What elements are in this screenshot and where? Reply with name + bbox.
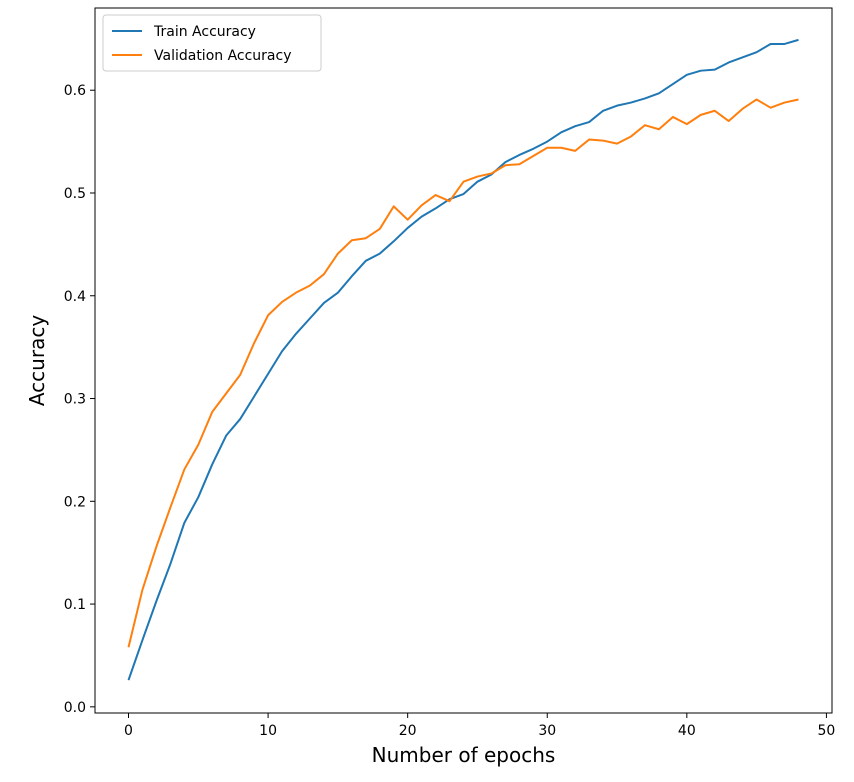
y-tick-label: 0.2: [64, 494, 86, 510]
y-tick-label: 0.1: [64, 597, 86, 613]
y-axis-ticks: 0.0 0.1 0.2 0.3 0.4 0.5 0.6: [64, 83, 95, 716]
y-tick-label: 0.5: [64, 186, 86, 202]
x-axis-label: Number of epochs: [372, 743, 556, 767]
x-axis-ticks: 0 10 20 30 40 50: [124, 713, 835, 739]
legend-label-train-accuracy: Train Accuracy: [153, 24, 256, 40]
y-axis-label: Accuracy: [25, 315, 49, 406]
y-tick-label: 0.6: [64, 83, 86, 99]
x-tick-label: 40: [678, 723, 696, 739]
legend-label-validation-accuracy: Validation Accuracy: [154, 48, 292, 64]
series-layer: [127, 38, 799, 681]
x-tick-label: 0: [124, 723, 133, 739]
series-line-validation-accuracy: [127, 98, 799, 648]
x-tick-label: 20: [399, 723, 417, 739]
x-tick-label: 10: [259, 723, 277, 739]
legend-box: [102, 14, 322, 72]
y-tick-label: 0.4: [64, 289, 86, 305]
x-tick-label: 50: [818, 723, 836, 739]
plot-area: [94, 7, 833, 714]
y-tick-label: 0.0: [64, 700, 86, 716]
x-tick-label: 30: [538, 723, 556, 739]
y-tick-label: 0.3: [64, 392, 86, 408]
series-line-train-accuracy: [127, 38, 799, 681]
legend: Train Accuracy Validation Accuracy: [102, 14, 322, 72]
